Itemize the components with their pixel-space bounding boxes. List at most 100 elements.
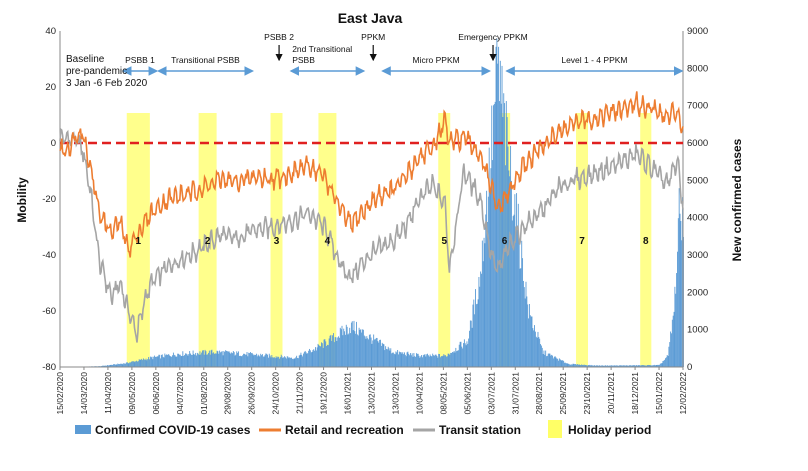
case-bar [109, 364, 111, 367]
case-bar [580, 364, 582, 367]
case-bar [629, 365, 630, 367]
case-bar [389, 350, 391, 367]
case-bar [533, 330, 535, 367]
case-bar [497, 63, 499, 368]
case-bar [500, 103, 502, 367]
case-bar [407, 351, 409, 367]
case-bar [483, 237, 485, 367]
case-bar [174, 355, 176, 367]
holiday-band-8 [640, 113, 652, 367]
case-bar [304, 350, 306, 367]
case-bar [366, 336, 368, 367]
case-bar [318, 345, 320, 367]
case-bar [248, 352, 250, 367]
case-bar [374, 339, 375, 367]
case-bar [312, 350, 314, 367]
case-bar [593, 365, 595, 367]
y-tick-right: 0 [687, 362, 692, 373]
case-bar [542, 353, 544, 367]
case-bar [200, 354, 202, 367]
case-bar [220, 351, 222, 367]
case-bar [247, 356, 249, 367]
case-bar [137, 361, 138, 367]
case-bar [288, 358, 290, 367]
case-bar [539, 338, 541, 367]
case-bar [314, 350, 316, 367]
case-bar [280, 354, 282, 367]
case-bar [279, 358, 280, 367]
case-bar [473, 299, 475, 367]
case-bar [678, 188, 680, 367]
case-bar [558, 360, 559, 367]
case-bar [549, 353, 551, 367]
holiday-band-7 [576, 113, 589, 367]
y-tick-left: -40 [42, 250, 56, 261]
case-bar [392, 352, 393, 367]
case-bar [669, 342, 671, 367]
case-bar [481, 273, 482, 367]
case-bar [544, 354, 546, 367]
case-bar [445, 355, 446, 367]
case-bar [338, 336, 340, 367]
case-bar [552, 355, 553, 367]
x-tick-label: 16/01/2021 [343, 372, 353, 415]
case-bar [659, 363, 661, 367]
case-bar [493, 105, 494, 367]
case-bar [508, 170, 510, 367]
case-bar [554, 356, 556, 367]
case-bar [472, 304, 474, 367]
case-bar [275, 356, 277, 367]
case-bar [163, 357, 165, 367]
case-bar [365, 338, 367, 367]
case-bar [403, 354, 405, 367]
case-bar [504, 103, 506, 367]
case-bar [319, 346, 321, 367]
case-bar [178, 354, 180, 367]
case-bar [232, 353, 233, 367]
case-bar [360, 329, 362, 367]
case-bar [361, 332, 363, 367]
case-bar [148, 357, 150, 367]
case-bar [402, 352, 404, 367]
case-bar [568, 363, 570, 367]
case-bar [520, 268, 522, 367]
case-bar [516, 229, 518, 367]
case-bar [220, 352, 221, 367]
case-bar [628, 365, 630, 367]
x-tick-label: 03/07/2021 [486, 372, 496, 415]
case-bar [418, 355, 420, 367]
case-bar [236, 351, 238, 367]
case-bar [310, 352, 312, 367]
case-bar [151, 356, 153, 367]
case-bar [172, 355, 174, 367]
case-bar [581, 364, 583, 367]
case-bar [233, 352, 235, 367]
case-bar [551, 354, 553, 367]
case-bar [119, 363, 121, 367]
case-bar [390, 348, 392, 367]
case-bar [132, 361, 134, 367]
case-bar [159, 354, 161, 367]
case-bar [329, 335, 331, 367]
case-bar [335, 337, 337, 367]
case-bar [623, 365, 625, 367]
case-bar [291, 358, 293, 367]
case-bar [519, 268, 521, 367]
case-bar [582, 364, 584, 367]
case-bar [237, 352, 239, 367]
case-bar [536, 337, 538, 367]
case-bar [213, 352, 215, 367]
case-bar [302, 356, 304, 367]
case-bar [331, 340, 333, 367]
legend: Confirmed COVID-19 cases Retail and recre… [75, 420, 651, 438]
case-bar [570, 364, 572, 367]
case-bar [363, 335, 365, 367]
case-bar [229, 352, 231, 367]
baseline-note: Baseline pre-pandemic 3 Jan -6 Feb 2020 [66, 54, 148, 89]
case-bar [385, 346, 387, 367]
x-tick-label: 01/08/2020 [199, 372, 209, 415]
case-bar [178, 353, 179, 367]
case-bar [558, 358, 560, 367]
case-bar [249, 352, 251, 367]
case-bar [454, 352, 456, 367]
